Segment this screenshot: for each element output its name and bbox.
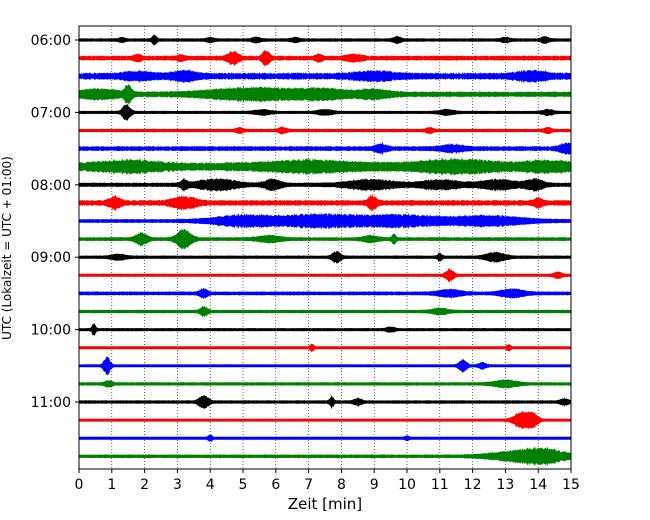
y-axis-label: UTC (Lokalzeit = UTC + 01:00) [0,156,14,340]
y-tick-label: 11:00 [31,395,71,411]
x-tick-label: 0 [75,477,84,493]
vertical-gridlines [111,26,539,469]
x-tick-label: 10 [398,477,416,493]
x-tick-label: 11 [431,477,449,493]
y-tick-label: 09:00 [31,250,71,266]
x-tick-label: 3 [173,477,182,493]
x-tick-label: 14 [529,477,547,493]
y-tick-label: 10:00 [31,323,71,339]
x-tick-label: 1 [107,477,116,493]
x-tick-label: 7 [304,477,313,493]
y-tick-label: 06:00 [31,33,71,49]
x-tick-label: 8 [337,477,346,493]
y-tick-label: 08:00 [31,178,71,194]
x-tick-label: 4 [206,477,215,493]
x-tick-label: 15 [562,477,580,493]
x-tick-label: 5 [239,477,248,493]
y-tick-label: 07:00 [31,105,71,121]
plot-frame [78,25,572,470]
x-axis-label: Zeit [min] [288,495,362,513]
x-tick-label: 13 [496,477,514,493]
seismogram-traces [78,33,572,467]
x-tick-label: 2 [140,477,149,493]
x-tick-label: 9 [370,477,379,493]
x-axis-ticks: 0 1 2 3 4 5 6 7 8 9 10 11 12 13 14 15 [75,469,580,493]
x-tick-label: 6 [271,477,280,493]
y-axis-ticks: 06:00 07:00 08:00 09:00 10:00 11:00 [31,33,79,411]
x-tick-label: 12 [464,477,482,493]
